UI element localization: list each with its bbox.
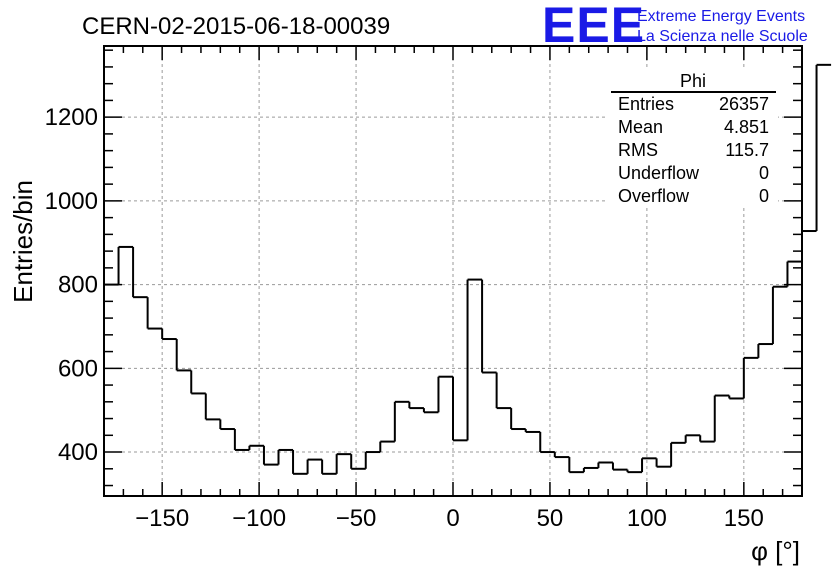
- y-axis-label: Entries/bin: [8, 180, 38, 303]
- stats-row-value: 4.851: [724, 117, 769, 137]
- stats-rows: Entries 26357 Mean 4.851 RMS 115.7 Underflow 0 O…: [618, 94, 769, 206]
- chart-title: CERN-02-2015-06-18-00039: [82, 13, 390, 40]
- stats-box: Phi Entries 26357 Mean 4.851 RMS 115.7 Underfl…: [608, 68, 778, 208]
- eee-logo: EEE Extreme Energy Events La Scienza nel…: [542, 0, 808, 53]
- stats-row-value: 0: [759, 163, 769, 183]
- stats-row-label: Entries: [618, 94, 674, 114]
- x-tick-label: 100: [627, 505, 667, 532]
- stats-row-value: 0: [759, 186, 769, 206]
- axis-ticks: [103, 46, 803, 496]
- y-tick-label: 400: [58, 439, 98, 466]
- x-tick-label: 0: [446, 505, 459, 532]
- x-tick-label: 150: [724, 505, 764, 532]
- x-tick-label: 50: [537, 505, 564, 532]
- stats-row-value: 26357: [719, 94, 769, 114]
- stats-header: Phi: [680, 71, 706, 91]
- x-axis-label: φ [°]: [751, 536, 800, 566]
- tick-labels: −150 −100 −50 0 50 100 150 400 600 800 1000 1200: [45, 104, 764, 532]
- stats-row-value: 115.7: [725, 140, 769, 160]
- x-tick-label: −50: [336, 505, 377, 532]
- stats-row-label: Underflow: [618, 163, 700, 183]
- x-tick-label: −100: [232, 505, 286, 532]
- logo-line2: La Scienza nelle Scuole: [637, 28, 808, 45]
- logo-mark: EEE: [542, 0, 645, 53]
- histogram-series: [104, 63, 832, 475]
- stats-row-label: Overflow: [618, 186, 690, 206]
- y-tick-label: 1200: [45, 104, 98, 131]
- y-tick-label: 600: [58, 355, 98, 382]
- y-tick-label: 800: [58, 272, 98, 299]
- x-tick-label: −150: [135, 505, 189, 532]
- logo-line1: Extreme Energy Events: [637, 8, 805, 25]
- stats-row-label: RMS: [618, 140, 658, 160]
- y-tick-label: 1000: [45, 188, 98, 215]
- stats-row-label: Mean: [618, 117, 663, 137]
